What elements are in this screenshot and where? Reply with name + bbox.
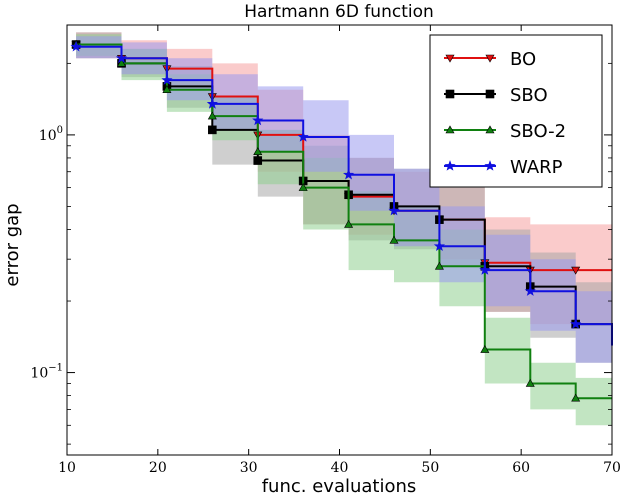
point-warp: [479, 264, 491, 275]
point-sbo-2: [525, 378, 535, 387]
y-axis-label: error gap: [2, 203, 23, 286]
x-tick-label: 10: [58, 460, 76, 476]
legend: BO SBO SBO-2 WARP: [429, 34, 603, 188]
point-warp: [115, 52, 128, 64]
legend-label-bo: BO: [510, 49, 536, 70]
series-lines: [70, 39, 613, 402]
legend-marker-sbo-2: [445, 125, 455, 134]
x-tick-label: 60: [512, 460, 530, 476]
point-warp: [252, 114, 264, 126]
point-sbo-2: [162, 85, 172, 93]
legend-marker-warp: [444, 160, 456, 171]
point-sbo-2: [434, 261, 444, 270]
point-sbo-2: [116, 58, 127, 67]
legend-marker-bo: [485, 54, 495, 63]
legend-marker-bo: [445, 54, 455, 63]
x-tick-label: 50: [421, 460, 439, 476]
point-warp: [342, 168, 355, 180]
x-tick-label: 20: [149, 460, 167, 476]
legend-marker-sbo: [485, 89, 495, 99]
point-sbo: [253, 156, 263, 165]
point-warp: [524, 285, 536, 296]
point-sbo: [208, 125, 217, 135]
y-tick-label: 10−1: [30, 363, 63, 382]
x-axis-label: func. evaluations: [262, 476, 417, 497]
point-sbo-2: [344, 219, 354, 228]
point-sbo-2: [571, 393, 581, 402]
point-warp: [70, 40, 82, 52]
point-warp: [161, 74, 173, 85]
chart-title: Hartmann 6D function: [244, 2, 434, 22]
legend-label-sbo-2: SBO-2: [510, 121, 566, 142]
point-sbo-2: [253, 147, 263, 155]
point-sbo-2: [389, 235, 399, 244]
point-bo: [571, 266, 581, 275]
point-sbo-2: [207, 111, 217, 120]
x-tick-label: 70: [603, 460, 621, 476]
point-warp: [297, 131, 309, 142]
point-sbo-2: [298, 183, 308, 191]
point-warp: [206, 98, 218, 109]
legend-marker-warp: [484, 160, 496, 171]
point-warp: [570, 318, 582, 329]
legend-box: [429, 34, 603, 188]
x-tick-label: 40: [331, 460, 349, 476]
x-tick-label: 30: [240, 460, 258, 476]
plot-frame: [66, 24, 613, 456]
legend-marker-sbo-2: [485, 125, 495, 134]
legend-label-warp: WARP: [510, 157, 563, 178]
point-sbo-2: [480, 344, 490, 353]
legend-marker-sbo: [445, 89, 455, 99]
band-warp: [76, 36, 613, 384]
point-warp: [388, 204, 400, 216]
point-warp: [433, 240, 446, 251]
confidence-bands: [76, 32, 613, 426]
axis-ticks: 10 20 30 40 50 60 70 100 10−1: [30, 25, 621, 476]
y-tick-label: 100: [39, 125, 63, 144]
legend-label-sbo: SBO: [510, 85, 548, 106]
